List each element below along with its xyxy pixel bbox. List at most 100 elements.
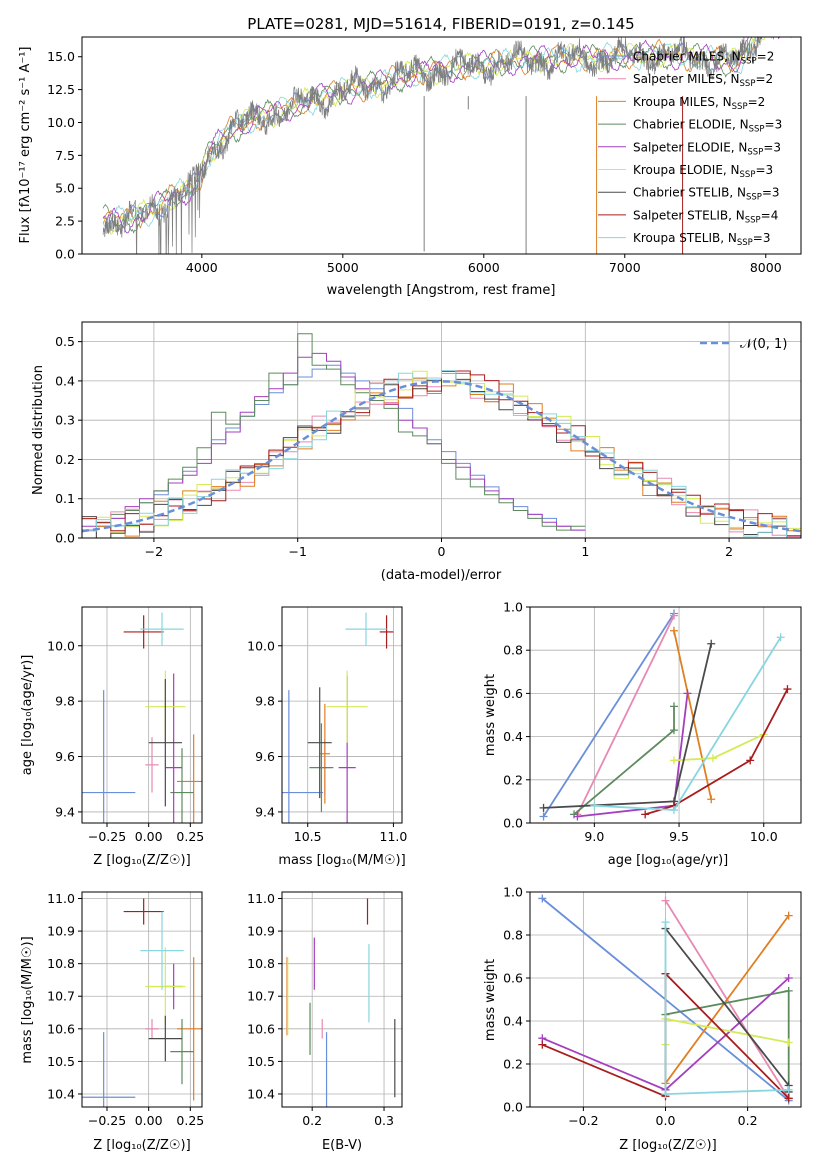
weight-marker-chabrier_elodie <box>784 986 793 995</box>
weight-line-chabrier_miles <box>542 613 675 817</box>
y-tick-label: 0.8 <box>503 643 523 658</box>
mass-vs-z-y-label: mass [log₁₀(M/M☉)] <box>20 936 35 1063</box>
x-tick-label: −0.2 <box>568 1113 598 1128</box>
weight-marker-kroupa_elodie <box>708 754 717 763</box>
legend-label: Chabrier STELIB, NSSP=3 <box>633 186 780 203</box>
x-tick-label: 0.0 <box>656 1113 676 1128</box>
histogram-salpeter_elodie <box>82 352 586 531</box>
age-vs-mass-grid <box>282 607 402 823</box>
y-tick-label: 10.0 <box>247 638 275 653</box>
y-tick-label: 0.6 <box>503 971 523 986</box>
x-tick-label: 7000 <box>609 260 641 275</box>
weight-marker-kroupa_miles <box>707 795 716 804</box>
age-vs-z-y-ticks: 9.4 9.6 9.8 10.0 <box>47 638 82 819</box>
spectrum-panel: PLATE=0281, MJD=51614, FIBERID=0191, z=0… <box>18 15 802 298</box>
residuals-plot-area <box>82 333 801 538</box>
mass-vs-z-frame <box>81 891 203 1108</box>
y-tick-label: 0.2 <box>503 1057 523 1072</box>
y-tick-label: 10.7 <box>247 989 275 1004</box>
age-vs-mass-panel: 10.5 11.0 9.4 9.6 9.8 10.0 mass [log₁₀(M/M☉)… <box>247 606 407 868</box>
weight-marker-kroupa_stelib <box>776 633 785 642</box>
y-tick-label: 9.8 <box>55 694 75 709</box>
age-vs-z-x-label: Z [log₁₀(Z/Z☉)] <box>93 853 190 868</box>
spectrum-y-label: Flux [fλ10⁻¹⁷ erg cm⁻² s⁻¹ A⁻¹] <box>18 47 33 244</box>
x-tick-label: 1 <box>581 544 589 559</box>
weight-marker-salpeter_miles <box>661 896 670 905</box>
y-tick-label: 10.6 <box>247 1021 275 1036</box>
residuals-legend: 𝒩(0, 1) <box>700 337 787 352</box>
y-tick-label: 0.0 <box>55 531 75 546</box>
y-tick-label: 1.0 <box>503 885 523 900</box>
x-tick-label: 6000 <box>468 260 500 275</box>
weight-line-kroupa_miles <box>673 630 713 800</box>
y-tick-label: 0.4 <box>503 729 523 744</box>
weight-marker-salpeter_elodie <box>784 974 793 982</box>
weight-marker-kroupa_stelib <box>590 801 599 810</box>
weight-marker-kroupa_miles <box>784 911 793 920</box>
y-tick-label: 15.0 <box>47 49 75 64</box>
spectrum-plot-area <box>102 37 794 254</box>
x-tick-label: −0.25 <box>88 1113 126 1128</box>
weight-line-kroupa_elodie <box>664 1017 789 1045</box>
y-tick-label: 0.4 <box>503 1014 523 1029</box>
y-tick-label: 0.8 <box>503 928 523 943</box>
x-tick-label: 9.0 <box>584 829 604 844</box>
mass-vs-ebv-y-ticks: 10.4 10.5 10.6 10.7 10.8 10.9 11.0 <box>247 891 282 1101</box>
legend-label: Kroupa ELODIE, NSSP=3 <box>633 163 773 180</box>
y-tick-label: 9.4 <box>55 804 75 819</box>
histogram-chabrier_elodie <box>82 333 586 531</box>
legend-label: Salpeter MILES, NSSP=2 <box>633 72 773 89</box>
x-tick-label: 4000 <box>186 260 218 275</box>
y-tick-label: 1.0 <box>503 600 523 615</box>
age-vs-mass-y-ticks: 9.4 9.6 9.8 10.0 <box>247 638 282 819</box>
y-tick-label: 9.6 <box>55 749 75 764</box>
mass-vs-z-x-ticks: −0.25 0.00 0.25 <box>88 1107 204 1128</box>
weight-vs-age-y-label: mass weight <box>483 674 498 756</box>
weight-marker-kroupa_elodie <box>669 756 678 765</box>
y-tick-label: 10.8 <box>247 956 275 971</box>
weight-vs-age-frame <box>529 606 802 824</box>
x-tick-label: 5000 <box>327 260 359 275</box>
x-tick-label: 10.5 <box>294 829 322 844</box>
weight-marker-salpeter_stelib <box>783 685 792 694</box>
weight-marker-salpeter_miles <box>669 611 678 620</box>
x-tick-label: 0.2 <box>302 1113 322 1128</box>
weight-marker-salpeter_elodie <box>573 812 582 821</box>
mass-vs-ebv-panel: 0.2 0.3 10.4 10.5 10.6 10.7 10.8 10.9 11.0 E(B-… <box>247 891 403 1153</box>
residuals-grid <box>82 322 801 539</box>
age-vs-z-frame <box>81 606 203 824</box>
y-tick-label: 10.4 <box>247 1086 275 1101</box>
y-tick-label: 0.4 <box>55 373 75 388</box>
age-vs-mass-x-ticks: 10.5 11.0 <box>294 823 407 844</box>
x-tick-label: 0.25 <box>176 829 204 844</box>
weight-marker-kroupa_stelib <box>669 806 678 815</box>
weight-line-kroupa_miles <box>664 915 790 1084</box>
legend-label: Chabrier MILES, NSSP=2 <box>633 50 774 67</box>
weight-vs-age-x-ticks: 9.0 9.5 10.0 <box>584 823 778 844</box>
y-tick-label: 9.8 <box>255 694 275 709</box>
legend-label: Kroupa STELIB, NSSP=3 <box>633 231 771 248</box>
legend-label: 𝒩(0, 1) <box>740 337 787 352</box>
mass-vs-ebv-x-ticks: 0.2 0.3 <box>302 1107 394 1128</box>
residuals-x-ticks: −2 −1 0 1 2 <box>145 538 733 559</box>
y-tick-label: 0.0 <box>55 247 75 262</box>
y-tick-label: 0.6 <box>503 686 523 701</box>
weight-marker-salpeter_stelib <box>746 756 755 765</box>
weight-line-chabrier_elodie <box>573 706 675 816</box>
normal-curve <box>82 380 801 533</box>
y-tick-label: 10.9 <box>47 924 75 939</box>
legend-label: Kroupa MILES, NSSP=2 <box>633 95 765 112</box>
x-tick-label: 0.3 <box>374 1113 394 1128</box>
model-spectrum-kroupa_stelib <box>102 37 761 230</box>
weight-marker-salpeter_stelib <box>784 1094 793 1103</box>
weight-vs-age-x-label: age [log₁₀(age/yr)] <box>608 853 729 868</box>
weight-vs-z-panel: −0.2 0.0 0.2 0.0 0.2 0.4 0.6 0.8 1.0 Z [log₁₀(Z… <box>483 885 802 1153</box>
spectrum-legend: Chabrier MILES, NSSP=2 Salpeter MILES, NS… <box>598 50 782 248</box>
mass-vs-ebv-grid <box>282 892 402 1107</box>
weight-marker-kroupa_stelib <box>661 918 670 927</box>
weight-vs-z-x-ticks: −0.2 0.0 0.2 <box>568 1107 758 1128</box>
y-tick-label: 0.2 <box>503 772 523 787</box>
mass-vs-ebv-plot-area <box>286 898 396 1107</box>
weight-marker-salpeter_elodie <box>683 689 692 698</box>
